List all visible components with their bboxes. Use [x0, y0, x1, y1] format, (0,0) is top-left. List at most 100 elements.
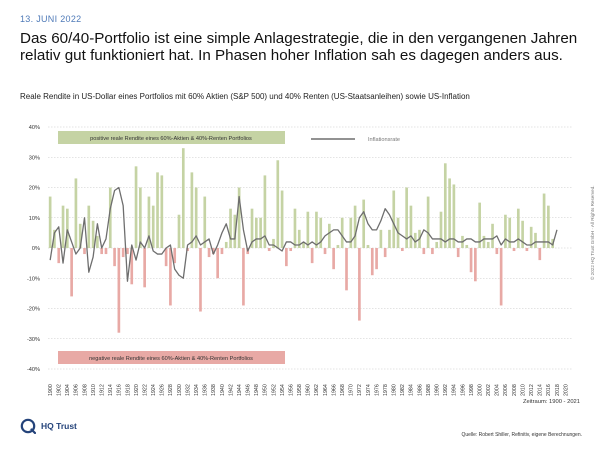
bar — [426, 196, 430, 248]
x-tick-label: 1958 — [297, 384, 303, 396]
bar — [207, 248, 211, 258]
bar — [401, 248, 404, 252]
bar — [332, 248, 335, 270]
x-tick-label: 1998 — [469, 384, 475, 396]
bar — [181, 148, 185, 248]
bar — [289, 248, 293, 252]
x-tick-label: 2020 — [563, 384, 569, 396]
chart-subtitle: Reale Rendite in US-Dollar eines Portfol… — [20, 92, 470, 101]
bar — [358, 248, 361, 321]
bar — [353, 205, 357, 248]
bar — [486, 241, 490, 248]
bar — [254, 217, 258, 248]
legend-negative-label: negative reale Rendite eines 60%-Aktien … — [89, 356, 253, 362]
y-tick-label: -30% — [27, 337, 40, 343]
y-tick-label: -10% — [27, 276, 40, 282]
x-tick-label: 1908 — [82, 384, 88, 396]
y-tick-label: -20% — [27, 307, 40, 313]
bar — [375, 248, 378, 270]
bar — [512, 248, 516, 252]
bar — [250, 208, 254, 248]
x-tick-label: 1980 — [392, 384, 398, 396]
bar — [70, 248, 73, 297]
bar — [53, 229, 56, 248]
bar — [469, 248, 473, 273]
x-tick-label: 1970 — [349, 384, 355, 396]
bar — [525, 248, 529, 252]
x-tick-label: 1982 — [400, 384, 406, 396]
bar — [259, 217, 262, 248]
bar — [100, 248, 104, 255]
x-tick-label: 2010 — [520, 384, 526, 396]
bar — [220, 248, 224, 255]
bar — [156, 172, 159, 248]
x-tick-label: 2000 — [477, 384, 483, 396]
bar — [538, 248, 542, 261]
bar — [413, 232, 417, 248]
x-tick-label: 1932 — [185, 384, 191, 396]
bar — [117, 248, 121, 333]
bar — [516, 208, 520, 248]
bar — [465, 244, 469, 248]
bar — [104, 248, 108, 255]
bar — [310, 248, 314, 264]
bar — [83, 248, 86, 255]
legend: positive reale Rendite eines 60%-Aktien … — [58, 131, 400, 364]
bar — [529, 226, 533, 248]
bar — [160, 175, 164, 248]
bar — [276, 160, 280, 248]
x-tick-label: 1990 — [435, 384, 441, 396]
bar — [285, 248, 288, 267]
bar — [113, 248, 116, 267]
legend-negative-swatch — [58, 351, 285, 364]
bar — [504, 214, 507, 248]
legend-positive-swatch — [58, 131, 285, 144]
bar — [203, 196, 207, 248]
bar — [297, 229, 301, 248]
bar — [78, 223, 82, 248]
bar — [216, 248, 219, 279]
x-tick-label: 1976 — [374, 384, 380, 396]
x-tick-label: 2012 — [529, 384, 535, 396]
bar — [280, 190, 284, 248]
bar — [272, 238, 275, 248]
report-date: 13. JUNI 2022 — [20, 14, 82, 24]
x-tick-label: 2004 — [495, 384, 501, 396]
bar — [547, 205, 550, 248]
bar — [327, 223, 331, 248]
legend-positive-label: positive reale Rendite eines 60%-Aktien … — [90, 136, 252, 142]
chart-line — [49, 186, 558, 282]
x-tick-label: 2006 — [503, 384, 509, 396]
bar — [383, 248, 387, 258]
x-tick-label: 1906 — [74, 384, 80, 396]
bar — [126, 248, 129, 255]
x-tick-label: 1918 — [125, 384, 131, 396]
bar — [151, 205, 155, 248]
bar — [302, 241, 305, 248]
y-tick-label: 0% — [32, 246, 40, 252]
x-tick-label: 1956 — [288, 384, 294, 396]
x-tick-label: 1934 — [194, 384, 200, 396]
bar — [499, 248, 503, 306]
x-tick-label: 1938 — [211, 384, 217, 396]
x-tick-label: 1926 — [160, 384, 166, 396]
x-tick-label: 1928 — [168, 384, 174, 396]
x-tick-label: 1952 — [271, 384, 277, 396]
inflation-line — [49, 186, 558, 282]
x-tick-label: 1910 — [91, 384, 97, 396]
bar — [48, 196, 52, 248]
bar — [422, 248, 426, 255]
bar — [409, 205, 413, 248]
bar — [319, 217, 323, 248]
x-tick-label: 1964 — [323, 384, 329, 396]
y-tick-label: 20% — [29, 186, 40, 192]
bar — [340, 217, 344, 248]
bar — [345, 248, 348, 291]
logo-icon — [20, 418, 36, 434]
bar — [336, 244, 340, 248]
bar — [452, 184, 456, 248]
bar — [315, 211, 318, 248]
x-tick-label: 1912 — [99, 384, 105, 396]
x-tick-label: 1904 — [65, 384, 71, 396]
